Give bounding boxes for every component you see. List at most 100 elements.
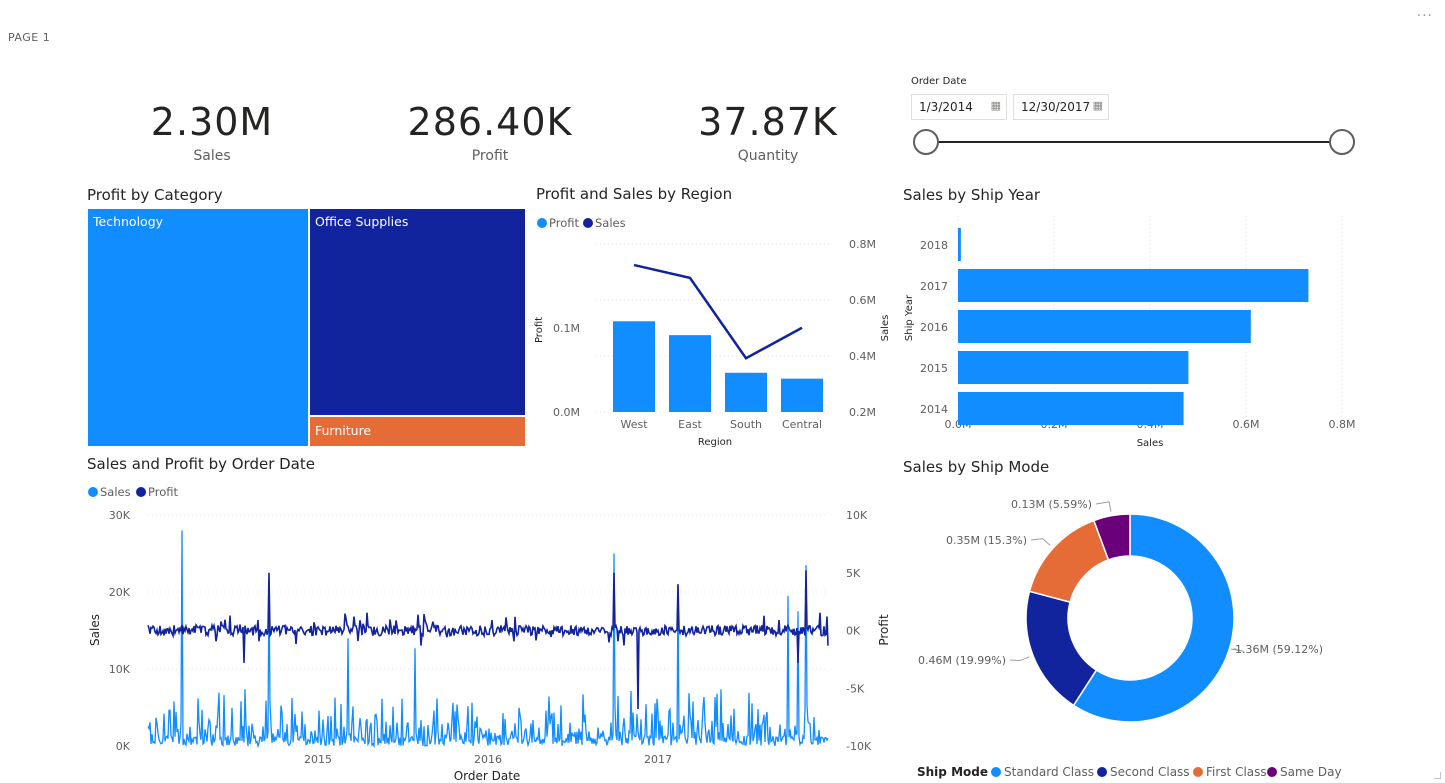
start-date-input[interactable]: 1/3/2014 ▦ xyxy=(911,94,1007,120)
end-date-input[interactable]: 12/30/2017 ▦ xyxy=(1013,94,1109,120)
calendar-icon[interactable]: ▦ xyxy=(990,99,1001,112)
treemap-tile-office-supplies[interactable]: Office Supplies xyxy=(309,208,526,416)
y-right-tick: -10K xyxy=(846,740,872,753)
bar-2017[interactable] xyxy=(958,269,1309,302)
x-tick: 0.8M xyxy=(1329,418,1356,431)
date-range-slider[interactable] xyxy=(905,125,1365,159)
profit-bar-south[interactable] xyxy=(725,372,767,412)
treemap-label: Furniture xyxy=(315,423,372,438)
x-axis-title: Region xyxy=(698,437,732,448)
x-tick-east: East xyxy=(678,418,702,431)
data-label: 0.13M (5.59%) xyxy=(1011,498,1092,511)
bar-2018[interactable] xyxy=(958,228,961,261)
data-label: 0.46M (19.99%) xyxy=(918,654,1006,667)
y-left-tick: 0K xyxy=(116,740,131,753)
ship-year-bar-chart: 0.0M0.2M0.4M0.6M0.8M 2018201720162015201… xyxy=(904,216,1356,449)
legend-sales-label: Sales xyxy=(100,485,131,499)
x-tick-central: Central xyxy=(782,418,822,431)
leader-line xyxy=(1030,538,1051,546)
legend-sales-marker xyxy=(88,487,98,497)
donut-slice-standard-class[interactable] xyxy=(1072,513,1235,723)
ship-mode-donut-chart: 1.36M (59.12%) 0.46M (19.99%) 0.35M (15.3%… xyxy=(917,498,1342,779)
x-tick-2017: 2017 xyxy=(644,753,672,766)
bar-2014[interactable] xyxy=(958,392,1184,425)
x-tick-west: West xyxy=(620,418,648,431)
donut-slice-first-class[interactable] xyxy=(1028,519,1110,604)
x-tick: 0.6M xyxy=(1233,418,1260,431)
kpi-card-sales: 2.30M Sales xyxy=(92,100,332,164)
legend-item-first-class[interactable]: First Class xyxy=(1206,765,1267,779)
page-tab-label[interactable]: PAGE 1 xyxy=(8,31,51,44)
y-left-tick: 20K xyxy=(109,586,131,599)
y-tick-2018: 2018 xyxy=(920,239,948,252)
y-left-tick: 0.1M xyxy=(553,322,580,335)
y-left-title: Sales xyxy=(88,614,102,646)
profit-by-category-treemap: Technology Office Supplies Furniture xyxy=(87,208,526,447)
legend-item-standard-class[interactable]: Standard Class xyxy=(1004,765,1094,779)
y-tick-2016: 2016 xyxy=(920,321,948,334)
donut-slice-same-day[interactable] xyxy=(1092,513,1131,561)
y-right-tick: 5K xyxy=(846,567,861,580)
data-label: 0.35M (15.3%) xyxy=(946,534,1027,547)
legend-profit-label: Profit xyxy=(549,216,579,230)
kpi-card-quantity: 37.87K Quantity xyxy=(648,100,888,164)
treemap-label: Technology xyxy=(93,214,164,229)
profit-bar-central[interactable] xyxy=(781,378,823,412)
calendar-icon[interactable]: ▦ xyxy=(1092,99,1103,112)
y-right-title: Profit xyxy=(877,614,891,646)
y-axis-title: Ship Year xyxy=(904,294,915,341)
y-right-tick: 0.6M xyxy=(849,294,876,307)
slider-start-handle[interactable] xyxy=(913,129,939,155)
legend-marker xyxy=(1097,767,1107,777)
legend-sales-label: Sales xyxy=(595,216,626,230)
kpi-label: Quantity xyxy=(737,148,799,164)
kpi-value: 37.87K xyxy=(698,100,838,144)
profit-bar-east[interactable] xyxy=(669,335,711,412)
ship-mode-title: Sales by Ship Mode xyxy=(903,458,1050,476)
data-label: 1.36M (59.12%) xyxy=(1235,643,1323,656)
legend-sales-marker xyxy=(583,218,593,228)
sales-line[interactable] xyxy=(633,263,803,360)
y-right-tick: 0.2M xyxy=(849,406,876,419)
kpi-value: 286.40K xyxy=(407,100,573,144)
y-right-tick: -5K xyxy=(846,682,865,695)
legend-marker xyxy=(1267,767,1277,777)
leader-line xyxy=(1230,648,1244,652)
more-options-icon[interactable]: ··· xyxy=(1416,8,1433,24)
treemap-label: Office Supplies xyxy=(315,214,409,229)
x-tick-2015: 2015 xyxy=(304,753,332,766)
slider-end-handle[interactable] xyxy=(1329,129,1355,155)
sales-series-line[interactable] xyxy=(147,530,829,749)
x-tick-2016: 2016 xyxy=(474,753,502,766)
kpi-value: 2.30M xyxy=(150,100,274,144)
sales-profit-timeseries-chart: Sales Profit 30K 20K 10K 0K 10K 5K 0K -5K -10K 20… xyxy=(88,485,891,783)
x-tick-south: South xyxy=(730,418,762,431)
legend-item-same-day[interactable]: Same Day xyxy=(1280,765,1342,779)
profit-series-line[interactable] xyxy=(147,570,829,710)
kpi-card-profit: 286.40K Profit xyxy=(370,100,610,164)
y-left-title: Profit xyxy=(534,317,545,343)
kpi-label: Sales xyxy=(193,148,231,164)
leader-line xyxy=(1009,656,1030,662)
bar-2016[interactable] xyxy=(958,310,1251,343)
ship-year-title: Sales by Ship Year xyxy=(903,186,1041,204)
treemap-tile-furniture[interactable]: Furniture xyxy=(309,416,526,447)
kpi-label: Profit xyxy=(471,148,509,164)
region-chart-title: Profit and Sales by Region xyxy=(536,185,733,203)
legend-item-second-class[interactable]: Second Class xyxy=(1110,765,1190,779)
legend-profit-marker xyxy=(136,487,146,497)
treemap-tile-technology[interactable]: Technology xyxy=(87,208,309,447)
y-tick-2017: 2017 xyxy=(920,280,948,293)
start-date-value: 1/3/2014 xyxy=(919,100,973,114)
x-axis-title: Order Date xyxy=(454,769,521,783)
profit-bar-west[interactable] xyxy=(613,321,655,412)
legend-title: Ship Mode xyxy=(917,765,988,779)
bar-2015[interactable] xyxy=(958,351,1189,384)
treemap-title: Profit by Category xyxy=(87,186,223,204)
y-right-tick: 10K xyxy=(846,509,868,522)
legend-profit-marker xyxy=(537,218,547,228)
x-axis-title: Sales xyxy=(1137,438,1164,449)
legend-marker xyxy=(1193,767,1203,777)
y-tick-2015: 2015 xyxy=(920,362,948,375)
leader-line xyxy=(1095,501,1112,512)
